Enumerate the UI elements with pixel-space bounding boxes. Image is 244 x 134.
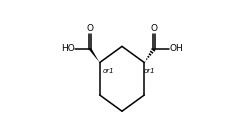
Text: O: O bbox=[151, 24, 158, 33]
Text: HO: HO bbox=[61, 44, 74, 53]
Text: OH: OH bbox=[170, 44, 183, 53]
Text: O: O bbox=[86, 24, 93, 33]
Text: or1: or1 bbox=[144, 68, 155, 74]
Text: or1: or1 bbox=[103, 68, 114, 74]
Polygon shape bbox=[89, 48, 100, 63]
